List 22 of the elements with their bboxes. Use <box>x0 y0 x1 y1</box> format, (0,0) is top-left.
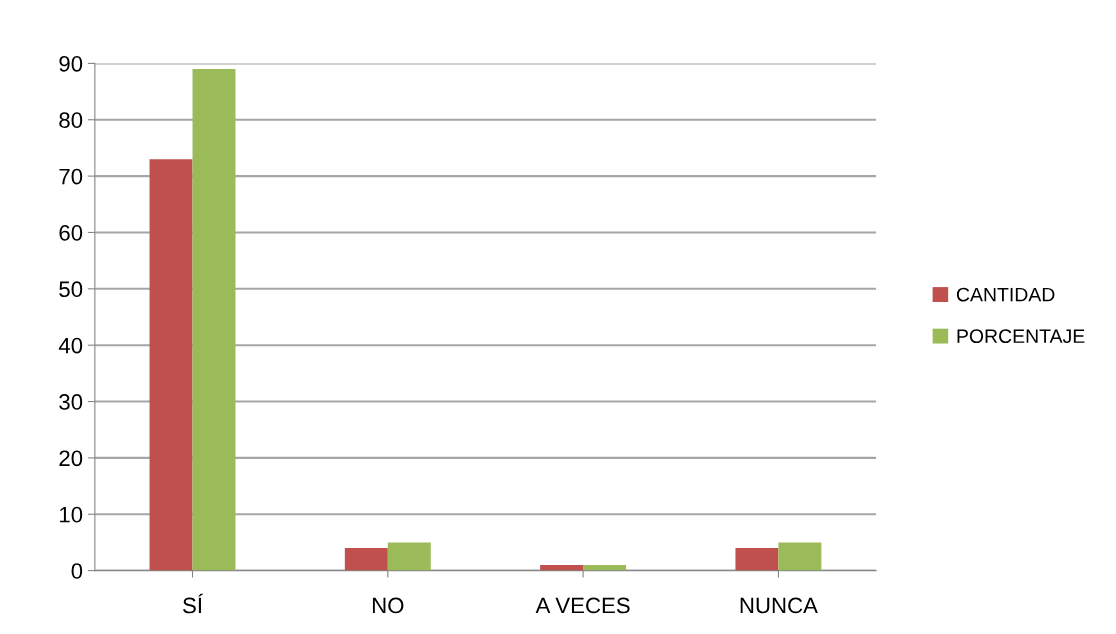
x-tick-label: A VECES <box>535 597 630 614</box>
x-tick-label: SÍ <box>183 593 203 614</box>
y-tick-label: 30 <box>59 394 83 410</box>
y-tick-label: 20 <box>59 450 83 467</box>
bar <box>344 548 388 571</box>
bar <box>735 548 779 571</box>
y-tick-label: 50 <box>59 281 83 298</box>
bar <box>192 69 236 571</box>
legend-label: CANTIDAD <box>956 287 1055 302</box>
y-tick-label: 70 <box>59 168 83 185</box>
y-tick-label: 60 <box>59 225 83 241</box>
y-tick-label: 40 <box>58 337 83 354</box>
x-tick-label: NO <box>372 597 404 614</box>
bar <box>387 542 431 571</box>
bar <box>778 542 822 571</box>
y-tick-label: 10 <box>60 506 83 523</box>
y-tick-label: 90 <box>59 55 83 72</box>
legend-label: PORCENTAJE <box>957 329 1085 344</box>
bar <box>149 159 193 571</box>
y-tick-label: 80 <box>59 112 83 129</box>
x-tick-label: NUNCA <box>740 597 818 614</box>
y-tick-label: 0 <box>71 563 83 579</box>
